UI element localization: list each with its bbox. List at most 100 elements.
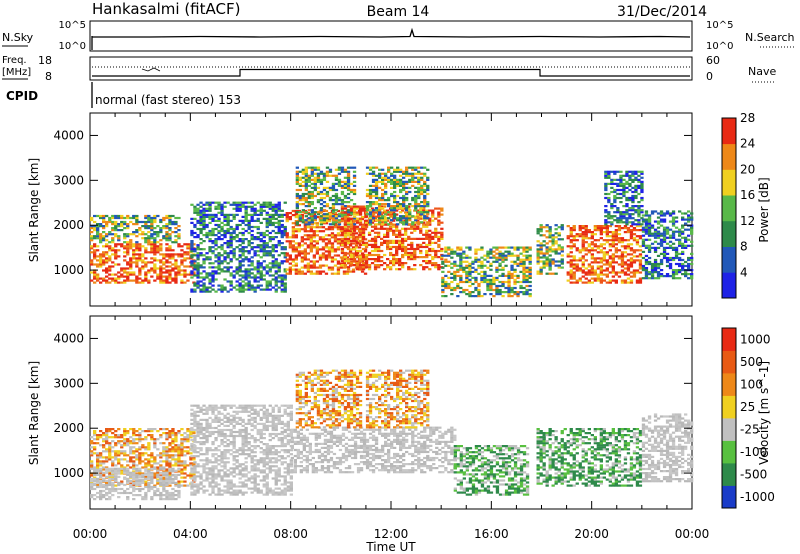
echo-cell [584, 249, 588, 252]
echo-cell [575, 265, 579, 268]
echo-cell [428, 262, 432, 265]
echo-cell [250, 209, 254, 212]
echo-cell [383, 239, 387, 242]
echo-cell [241, 250, 245, 253]
echo-cell [635, 255, 640, 258]
echo-cell [456, 248, 460, 251]
echo-cell [495, 266, 499, 269]
echo-cell [647, 226, 652, 229]
echo-cell [135, 275, 139, 278]
echo-cell [632, 249, 637, 252]
echo-cell [644, 244, 649, 247]
echo-cell [640, 186, 644, 189]
echo-cell [102, 440, 106, 443]
echo-cell [390, 180, 394, 183]
echo-cell [399, 182, 403, 185]
echo-cell [328, 213, 333, 216]
echo-cell [330, 244, 335, 247]
echo-cell [590, 253, 594, 256]
echo-cell [468, 268, 472, 271]
echo-cell [325, 205, 330, 208]
echo-cell [126, 245, 130, 248]
echo-cell [138, 452, 142, 455]
echo-cell [355, 213, 360, 216]
echo-cell [256, 244, 260, 247]
echo-cell [599, 227, 603, 230]
echo-cell [622, 190, 626, 194]
echo-cell [398, 231, 402, 234]
echo-cell [274, 231, 278, 235]
echo-cell [525, 246, 529, 249]
echo-cell [294, 270, 298, 273]
echo-cell [434, 266, 438, 269]
echo-cell [548, 250, 552, 253]
echo-cell [277, 240, 281, 243]
echo-cell [593, 261, 597, 264]
echo-cell [93, 257, 97, 260]
echo-cell [653, 269, 658, 272]
echo-cell [340, 205, 345, 208]
echo-cell [205, 213, 209, 216]
echo-cell [318, 248, 323, 251]
echo-cell [217, 236, 221, 239]
echo-cell [396, 194, 400, 198]
echo-cell [352, 184, 357, 187]
echo-cell [387, 166, 391, 169]
echo-cell [605, 251, 609, 254]
echo-cell [656, 230, 661, 233]
echo-cell [604, 182, 608, 185]
echo-cell [162, 279, 166, 282]
echo-cell [316, 172, 321, 175]
echo-cell [358, 221, 363, 224]
echo-cell [268, 250, 272, 253]
echo-cell [214, 248, 218, 251]
echo-cell [90, 474, 94, 477]
echo-cell [322, 219, 327, 222]
echo-cell [223, 256, 227, 259]
echo-cell [303, 272, 307, 275]
echo-cell [334, 178, 339, 181]
echo-cell [346, 174, 351, 177]
echo-cell [117, 450, 121, 453]
echo-cell [608, 249, 612, 252]
echo-cell [199, 290, 203, 293]
echo-cell [238, 256, 242, 259]
echo-cell [156, 249, 160, 252]
echo-cell [361, 243, 366, 246]
echo-cell [361, 237, 366, 240]
echo-cell [214, 213, 218, 216]
echo-cell [120, 434, 124, 437]
echo-cell [177, 265, 181, 268]
echo-cell [274, 266, 278, 269]
echo-cell [628, 217, 632, 220]
echo-cell [325, 194, 330, 198]
echo-cell [492, 250, 496, 253]
echo-cell [480, 262, 484, 265]
echo-cell [447, 286, 451, 290]
echo-cell [593, 257, 597, 260]
echo-cell [656, 242, 661, 245]
echo-cell [114, 263, 118, 266]
echo-cell [399, 219, 403, 222]
echo-cell [123, 275, 127, 278]
echo-cell [528, 270, 532, 273]
echo-cell [393, 215, 397, 218]
echo-cell [501, 266, 505, 269]
echo-cell [665, 236, 670, 239]
echo-cell [389, 239, 393, 242]
echo-cell [147, 220, 151, 224]
echo-cell [348, 270, 353, 273]
echo-cell [135, 257, 139, 260]
echo-cell [587, 231, 591, 234]
echo-cell [640, 223, 644, 226]
echo-cell [343, 168, 348, 171]
echo-cell [205, 223, 209, 227]
echo-cell [93, 434, 97, 437]
echo-cell [205, 231, 209, 235]
echo-cell [590, 267, 594, 270]
echo-cell [519, 252, 523, 255]
echo-cell [241, 242, 245, 245]
echo-cell [616, 207, 620, 210]
echo-cell [545, 264, 549, 267]
echo-cell [536, 256, 540, 259]
